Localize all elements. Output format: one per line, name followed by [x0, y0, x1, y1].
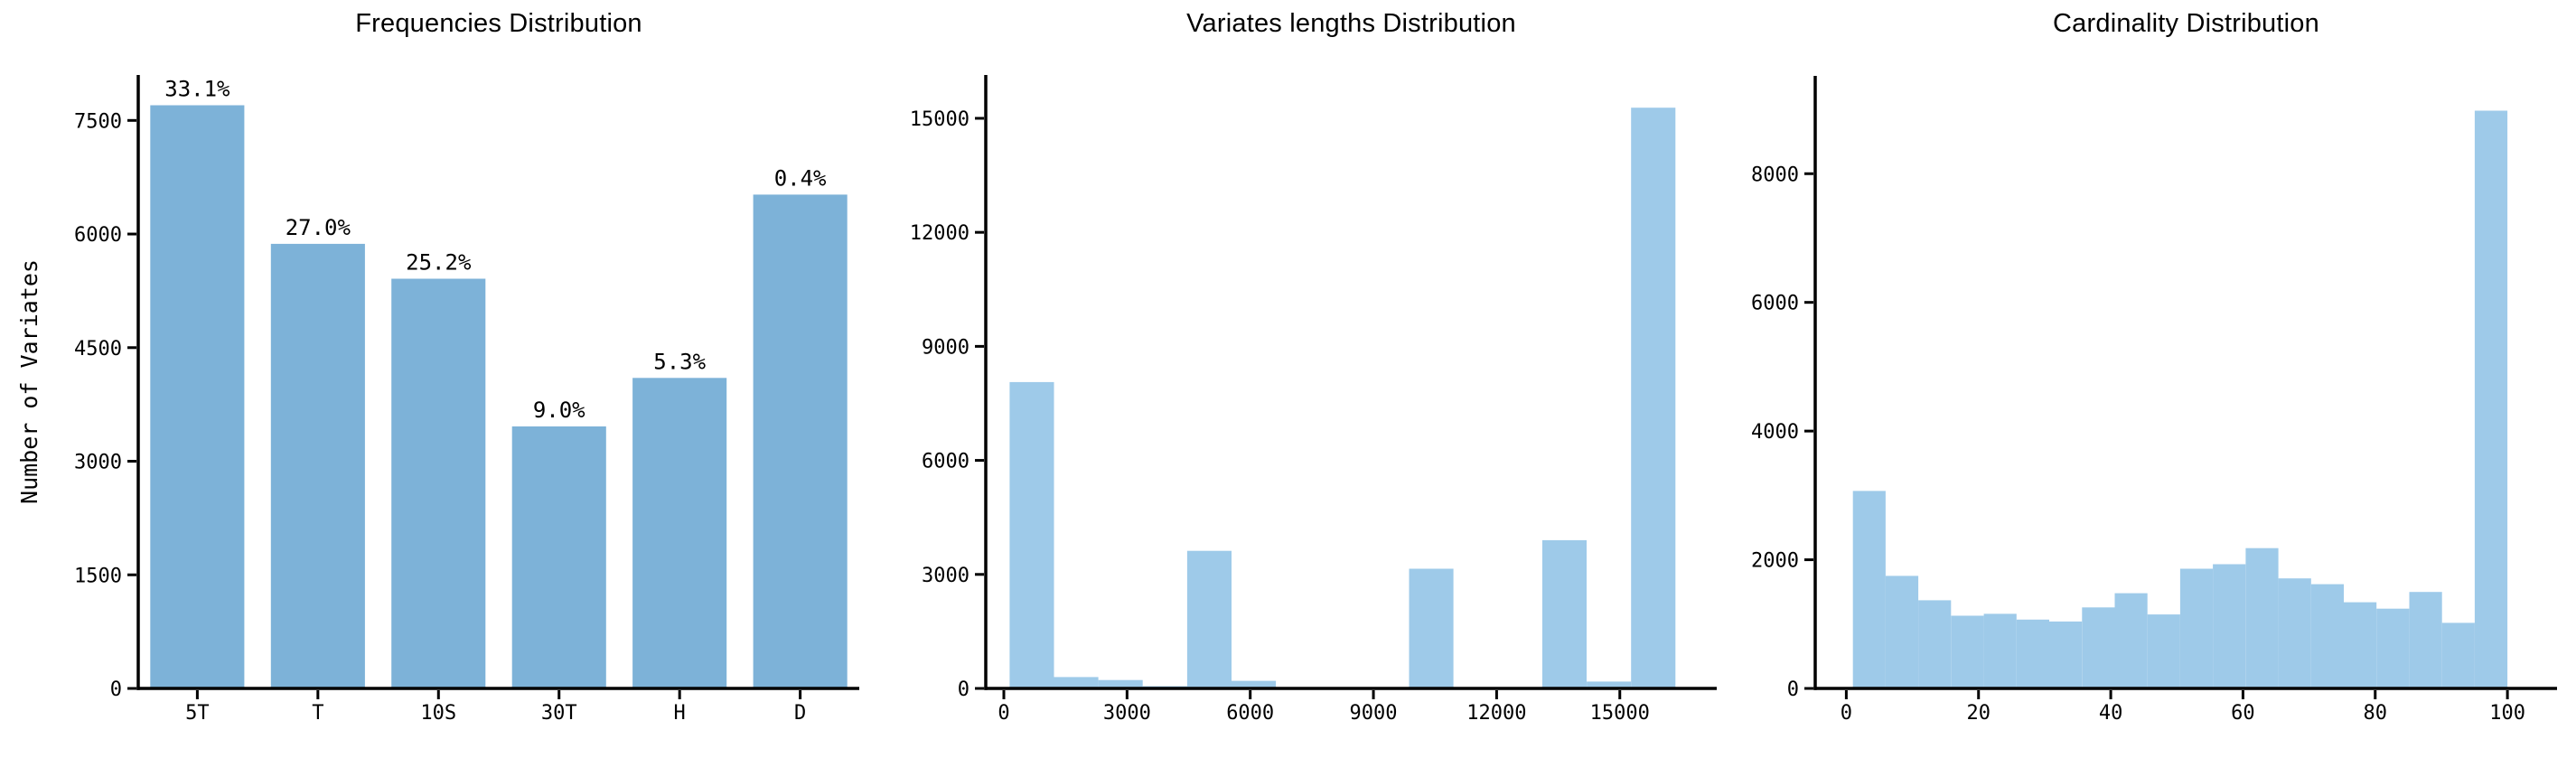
bars [150, 105, 848, 688]
x-tick-label: H [674, 702, 686, 725]
bar-percentage-label: 33.1% [164, 77, 230, 102]
x-tick-label: 0 [998, 702, 1009, 725]
y-tick-label: 15000 [910, 108, 970, 131]
y-tick-label: 9000 [922, 336, 970, 359]
histogram-bin [1541, 539, 1587, 688]
y-tick-label: 7500 [74, 110, 122, 133]
y-tick-label: 6000 [1751, 293, 1799, 315]
histogram-bin [1054, 677, 1099, 688]
histogram-bin [2147, 614, 2180, 688]
y-tick-label: 4000 [1751, 421, 1799, 444]
bar-percentage-label: 9.0% [533, 398, 585, 423]
chart-title-frequencies: Frequencies Distribution [355, 9, 642, 38]
y-tick-label: 12000 [910, 222, 970, 245]
histogram-bin [2016, 619, 2049, 688]
histogram-bin [1186, 550, 1232, 688]
histogram-bin [1009, 381, 1054, 688]
y-tick-label: 1500 [74, 565, 122, 587]
histogram-bin [2049, 621, 2083, 688]
x-tick-label: 80 [2364, 702, 2388, 725]
x-tick-label: 5T [185, 702, 210, 725]
y-tick-label: 4500 [74, 338, 122, 360]
bar [753, 194, 848, 688]
x-tick-label: 10S [420, 702, 456, 725]
bar [150, 105, 245, 688]
bars [1852, 110, 2508, 688]
x-tick-label: 6000 [1226, 702, 1274, 725]
x-tick-label: 60 [2231, 702, 2255, 725]
bar-percentage-label: 27.0% [286, 215, 351, 240]
chart-title-variates-lengths: Variates lengths Distribution [1186, 9, 1516, 38]
histogram-bin [2114, 593, 2148, 688]
chart-2: 0 2000 4000 6000 8000 0 20 40 60 80 100 [1751, 76, 2557, 725]
bar-percentage-label: 0.4% [774, 165, 827, 191]
histogram-bin [2409, 592, 2442, 688]
chart-1: 0 3000 6000 9000 12000 15000 0 3000 6000 9000 1200… [910, 75, 1717, 725]
x-tick-label: 20 [1966, 702, 1991, 725]
bar-percentage-label: 5.3% [653, 349, 706, 374]
y-tick-label: 8000 [1751, 164, 1799, 186]
histogram-bin [2441, 622, 2475, 688]
histogram-bin [2082, 607, 2115, 688]
histogram-bin [1918, 600, 1952, 688]
y-tick-label: 0 [958, 678, 970, 701]
x-tick-label: 0 [1841, 702, 1852, 725]
chart-title-cardinality: Cardinality Distribution [2053, 9, 2319, 38]
x-tick-label: 3000 [1103, 702, 1151, 725]
y-tick-label: 6000 [922, 451, 970, 473]
chart-0: 0 1500 3000 4500 6000 7500 5T T 10S 30T H D 33.1% 27.… [74, 75, 859, 725]
histogram-bin [2278, 578, 2311, 688]
histogram-bin [2376, 608, 2410, 688]
bars [1009, 108, 1676, 688]
bar [511, 426, 606, 688]
histogram-bin [2213, 564, 2246, 688]
y-tick-label: 0 [110, 678, 122, 701]
histogram-bin [1885, 576, 1919, 688]
bar [391, 278, 486, 688]
y-tick-label: 2000 [1751, 550, 1799, 573]
y-tick-label: 3000 [922, 565, 970, 587]
histogram-bin [1587, 681, 1632, 688]
bar [632, 378, 727, 688]
histogram-bin [1631, 108, 1676, 688]
x-tick-label: 40 [2099, 702, 2123, 725]
x-tick-label: 12000 [1466, 702, 1526, 725]
histogram-bin [2344, 602, 2377, 688]
histogram-bin [2245, 547, 2279, 688]
bar [270, 243, 365, 688]
histogram-bin [1098, 679, 1143, 688]
x-tick-label: 9000 [1350, 702, 1398, 725]
y-tick-label: 6000 [74, 224, 122, 247]
histogram-bin [1852, 491, 1886, 688]
x-tick-label: D [794, 702, 806, 725]
histogram-bin [2474, 110, 2508, 688]
histogram-bin [1232, 680, 1277, 688]
x-tick-label: 30T [541, 702, 577, 725]
x-tick-label: 15000 [1590, 702, 1650, 725]
histogram-bin [1983, 613, 2017, 688]
histogram-bin [1951, 615, 1984, 688]
x-tick-label: 100 [2489, 702, 2525, 725]
bar-percentage-label: 25.2% [406, 249, 472, 275]
x-tick-label: T [312, 702, 323, 725]
histogram-bin [1409, 568, 1454, 688]
histogram-bin [2179, 568, 2214, 688]
y-tick-label: 3000 [74, 452, 122, 474]
histogram-bin [2310, 584, 2344, 688]
y-tick-label: 0 [1787, 678, 1799, 701]
